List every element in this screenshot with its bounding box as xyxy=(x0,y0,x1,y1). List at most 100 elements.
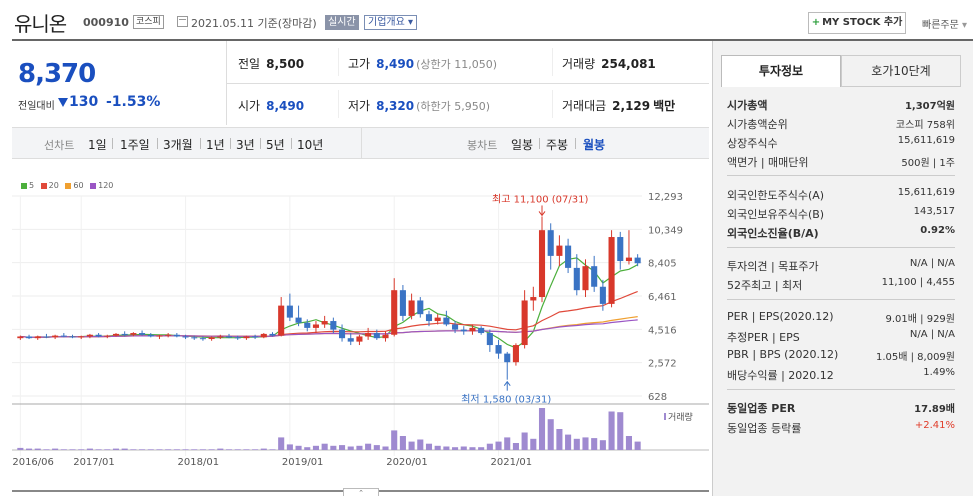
candle-body xyxy=(391,290,398,335)
period-1d[interactable]: 1일 xyxy=(88,138,107,152)
invest-row-label: 상장주식수 xyxy=(727,137,778,150)
invest-row-label[interactable]: 투자의견 | 목표주가 xyxy=(727,260,819,273)
period-3m[interactable]: 3개월 xyxy=(163,138,193,152)
candle-body xyxy=(278,305,285,336)
add-mystock-button[interactable]: + MY STOCK 추가 xyxy=(808,12,906,34)
y-tick-label: 4,516 xyxy=(648,325,677,336)
invest-row-value: 11,100 | 4,455 xyxy=(881,277,955,288)
chart-canvas[interactable]: 12,293 10,349 8,405 6,461 4,516 2,572 628 2016/… xyxy=(12,160,709,470)
separator xyxy=(112,138,113,149)
invest-row: 52주최고 | 최저 11,100 | 4,455 xyxy=(727,277,955,295)
candle-body xyxy=(121,333,128,335)
candle-body xyxy=(330,321,337,330)
period-weekly[interactable]: 주봉 xyxy=(546,138,569,152)
tab-invest-info[interactable]: 투자정보 xyxy=(721,55,841,87)
collapse-toggle[interactable]: ⌃ xyxy=(343,488,379,496)
volume-bar xyxy=(582,437,589,450)
divider xyxy=(552,48,553,76)
volume-bar xyxy=(591,438,598,450)
y-tick-label: 628 xyxy=(648,392,667,403)
invest-row-value: 1,307억원 xyxy=(904,101,955,112)
volume-bar xyxy=(252,449,259,450)
volume-bar xyxy=(217,448,224,450)
info-tabs: 투자정보 호가10단계 xyxy=(721,55,961,87)
volume-bar xyxy=(52,448,59,450)
candle-body xyxy=(365,333,372,337)
divider xyxy=(338,48,339,76)
chevron-down-icon: ▾ xyxy=(962,20,968,31)
invest-row-label[interactable]: 동일업종 PER xyxy=(727,402,796,415)
period-10y[interactable]: 10년 xyxy=(297,138,324,152)
candle-body xyxy=(338,329,346,339)
candle-body xyxy=(373,333,380,339)
separator xyxy=(539,138,540,149)
volume-bar xyxy=(312,445,320,450)
volume-bar xyxy=(608,411,615,450)
volume-bar xyxy=(504,437,511,450)
volume-bar xyxy=(95,449,102,450)
volume-bar xyxy=(43,449,50,450)
candle-body xyxy=(269,333,276,336)
volume-bar xyxy=(399,436,406,450)
prev-close: 전일 8,500 xyxy=(238,57,305,71)
invest-row-value: 143,517 xyxy=(913,206,955,217)
volume-bar xyxy=(434,445,441,450)
volume-bar xyxy=(208,449,215,450)
invest-row-value: N/A | N/A xyxy=(909,329,955,340)
invest-row-label: 외국인소진율(B/A) xyxy=(727,227,819,240)
candle-body xyxy=(165,334,172,336)
volume-bar xyxy=(17,447,24,450)
period-3y[interactable]: 3년 xyxy=(236,138,255,152)
separator xyxy=(575,138,576,149)
chevron-down-icon: ▾ xyxy=(408,17,414,28)
invest-row: 상장주식수 15,611,619 xyxy=(727,135,955,153)
invest-row: 투자의견 | 목표주가 N/A | N/A xyxy=(727,258,955,276)
invest-row: 추정PER | EPS N/A | N/A xyxy=(727,329,955,347)
candle-body xyxy=(217,336,224,338)
divider xyxy=(338,90,339,118)
candle-body xyxy=(295,317,302,323)
quick-order-button[interactable]: 빠른주문 ▾ xyxy=(922,20,968,31)
period-selector: 선차트 1일 1주일 3개월 1년 3년 5년 10년 봉차트 일봉 주봉 월봉 xyxy=(12,127,709,159)
tab-orderbook[interactable]: 호가10단계 xyxy=(841,55,961,87)
change-value: 130 xyxy=(58,94,98,110)
max-arrow-head xyxy=(538,211,546,217)
legend-swatch xyxy=(21,182,27,189)
period-5y[interactable]: 5년 xyxy=(266,138,285,152)
period-1w[interactable]: 1주일 xyxy=(120,138,150,152)
candle-body xyxy=(208,337,215,340)
company-overview-button[interactable]: 기업개요 ▾ xyxy=(364,15,418,30)
volume-bar xyxy=(486,443,493,450)
volume-bar xyxy=(373,445,380,450)
period-1y[interactable]: 1년 xyxy=(206,138,225,152)
candle-body xyxy=(399,290,406,316)
y-tick-label: 10,349 xyxy=(648,225,683,236)
candle-body xyxy=(147,334,154,337)
realtime-button[interactable]: 실시간 xyxy=(325,15,359,30)
volume-bar xyxy=(460,446,467,450)
high-price: 고가 8,490 (상한가 11,050) xyxy=(348,57,497,71)
trade-amount: 거래대금 2,129 백만 xyxy=(562,99,676,113)
invest-row-label[interactable]: 시가총액순위 xyxy=(727,118,788,131)
invest-row-label: PER | EPS(2020.12) xyxy=(727,310,834,323)
volume-bar xyxy=(199,449,206,450)
volume-bar xyxy=(243,449,250,450)
candle-body xyxy=(565,245,572,268)
y-tick-label: 8,405 xyxy=(648,259,677,270)
invest-row-label[interactable]: 동일업종 등락률 xyxy=(727,422,802,435)
volume-bar xyxy=(165,449,172,450)
candle-body xyxy=(486,333,493,346)
candle-body xyxy=(43,336,50,338)
chart-legend: 5 20 60 120 xyxy=(17,181,113,190)
period-monthly[interactable]: 월봉 xyxy=(583,138,606,152)
volume-bar xyxy=(556,429,563,450)
divider xyxy=(552,90,553,118)
candle-body xyxy=(321,321,328,325)
volume-bar xyxy=(25,448,33,450)
chevron-up-icon: ⌃ xyxy=(358,489,364,496)
volume-bar xyxy=(269,449,276,450)
period-daily[interactable]: 일봉 xyxy=(511,138,534,152)
volume-bar xyxy=(530,438,537,450)
invest-row-value: 17.89배 xyxy=(914,404,955,415)
candle-body xyxy=(156,335,163,337)
